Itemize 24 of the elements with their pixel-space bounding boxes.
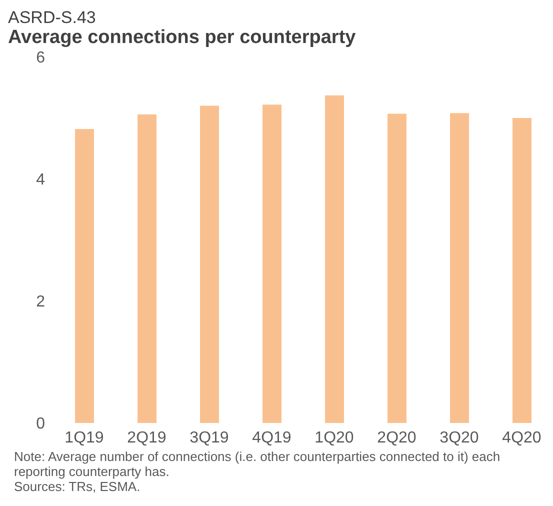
- x-tick-label: 1Q20: [314, 429, 354, 446]
- chart-title: ASRD-S.43: [8, 8, 97, 27]
- bar: [512, 118, 532, 423]
- source-note: Sources: TRs, ESMA.: [13, 479, 142, 494]
- bar: [388, 114, 406, 423]
- x-tick-label: 3Q20: [440, 429, 479, 446]
- y-tick-label: 0: [36, 416, 46, 433]
- y-tick-label: 4: [36, 172, 46, 189]
- bar: [75, 128, 94, 423]
- x-tick-label: 1Q19: [64, 429, 104, 446]
- bar: [200, 106, 219, 423]
- x-tick-label: 2Q20: [377, 429, 416, 446]
- y-tick-label: 6: [36, 50, 46, 67]
- bar: [325, 95, 344, 423]
- chart-subtitle: Average connections per counterparty: [8, 27, 357, 49]
- bar: [450, 113, 469, 423]
- y-tick-label: 2: [36, 294, 46, 311]
- bar: [262, 104, 282, 423]
- x-tick-label: 3Q19: [190, 429, 229, 446]
- x-tick-label: 4Q20: [502, 429, 542, 446]
- x-tick-label: 2Q19: [127, 429, 166, 446]
- text: Note: Average number of connections (i.e. other counterparties connected to it) each reporting counterparty has.: [13, 449, 502, 479]
- x-tick-label: 4Q19: [252, 429, 292, 446]
- bar: [138, 114, 156, 423]
